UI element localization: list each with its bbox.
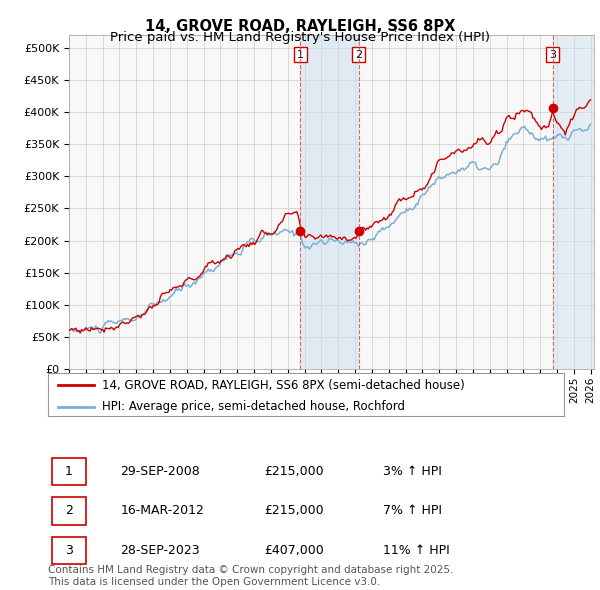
Text: 1: 1 xyxy=(297,50,304,60)
Text: 3% ↑ HPI: 3% ↑ HPI xyxy=(383,465,442,478)
Text: Price paid vs. HM Land Registry's House Price Index (HPI): Price paid vs. HM Land Registry's House … xyxy=(110,31,490,44)
Text: 2: 2 xyxy=(65,504,73,517)
Text: 7% ↑ HPI: 7% ↑ HPI xyxy=(383,504,442,517)
Text: 28-SEP-2023: 28-SEP-2023 xyxy=(120,544,200,557)
Text: 14, GROVE ROAD, RAYLEIGH, SS6 8PX: 14, GROVE ROAD, RAYLEIGH, SS6 8PX xyxy=(145,19,455,34)
Text: 3: 3 xyxy=(65,544,73,557)
Text: £407,000: £407,000 xyxy=(265,544,325,557)
Text: £215,000: £215,000 xyxy=(265,504,325,517)
Text: 11% ↑ HPI: 11% ↑ HPI xyxy=(383,544,450,557)
Text: 14, GROVE ROAD, RAYLEIGH, SS6 8PX (semi-detached house): 14, GROVE ROAD, RAYLEIGH, SS6 8PX (semi-… xyxy=(102,379,465,392)
FancyBboxPatch shape xyxy=(52,536,86,565)
Text: £215,000: £215,000 xyxy=(265,465,325,478)
Text: HPI: Average price, semi-detached house, Rochford: HPI: Average price, semi-detached house,… xyxy=(102,400,405,413)
Text: Contains HM Land Registry data © Crown copyright and database right 2025.
This d: Contains HM Land Registry data © Crown c… xyxy=(48,565,454,587)
Text: 2: 2 xyxy=(355,50,362,60)
FancyBboxPatch shape xyxy=(52,497,86,525)
Text: 3: 3 xyxy=(549,50,556,60)
Text: 1: 1 xyxy=(65,465,73,478)
Bar xyxy=(553,35,594,369)
FancyBboxPatch shape xyxy=(52,457,86,486)
Bar xyxy=(301,35,359,369)
Text: 29-SEP-2008: 29-SEP-2008 xyxy=(120,465,200,478)
Text: 16-MAR-2012: 16-MAR-2012 xyxy=(120,504,204,517)
